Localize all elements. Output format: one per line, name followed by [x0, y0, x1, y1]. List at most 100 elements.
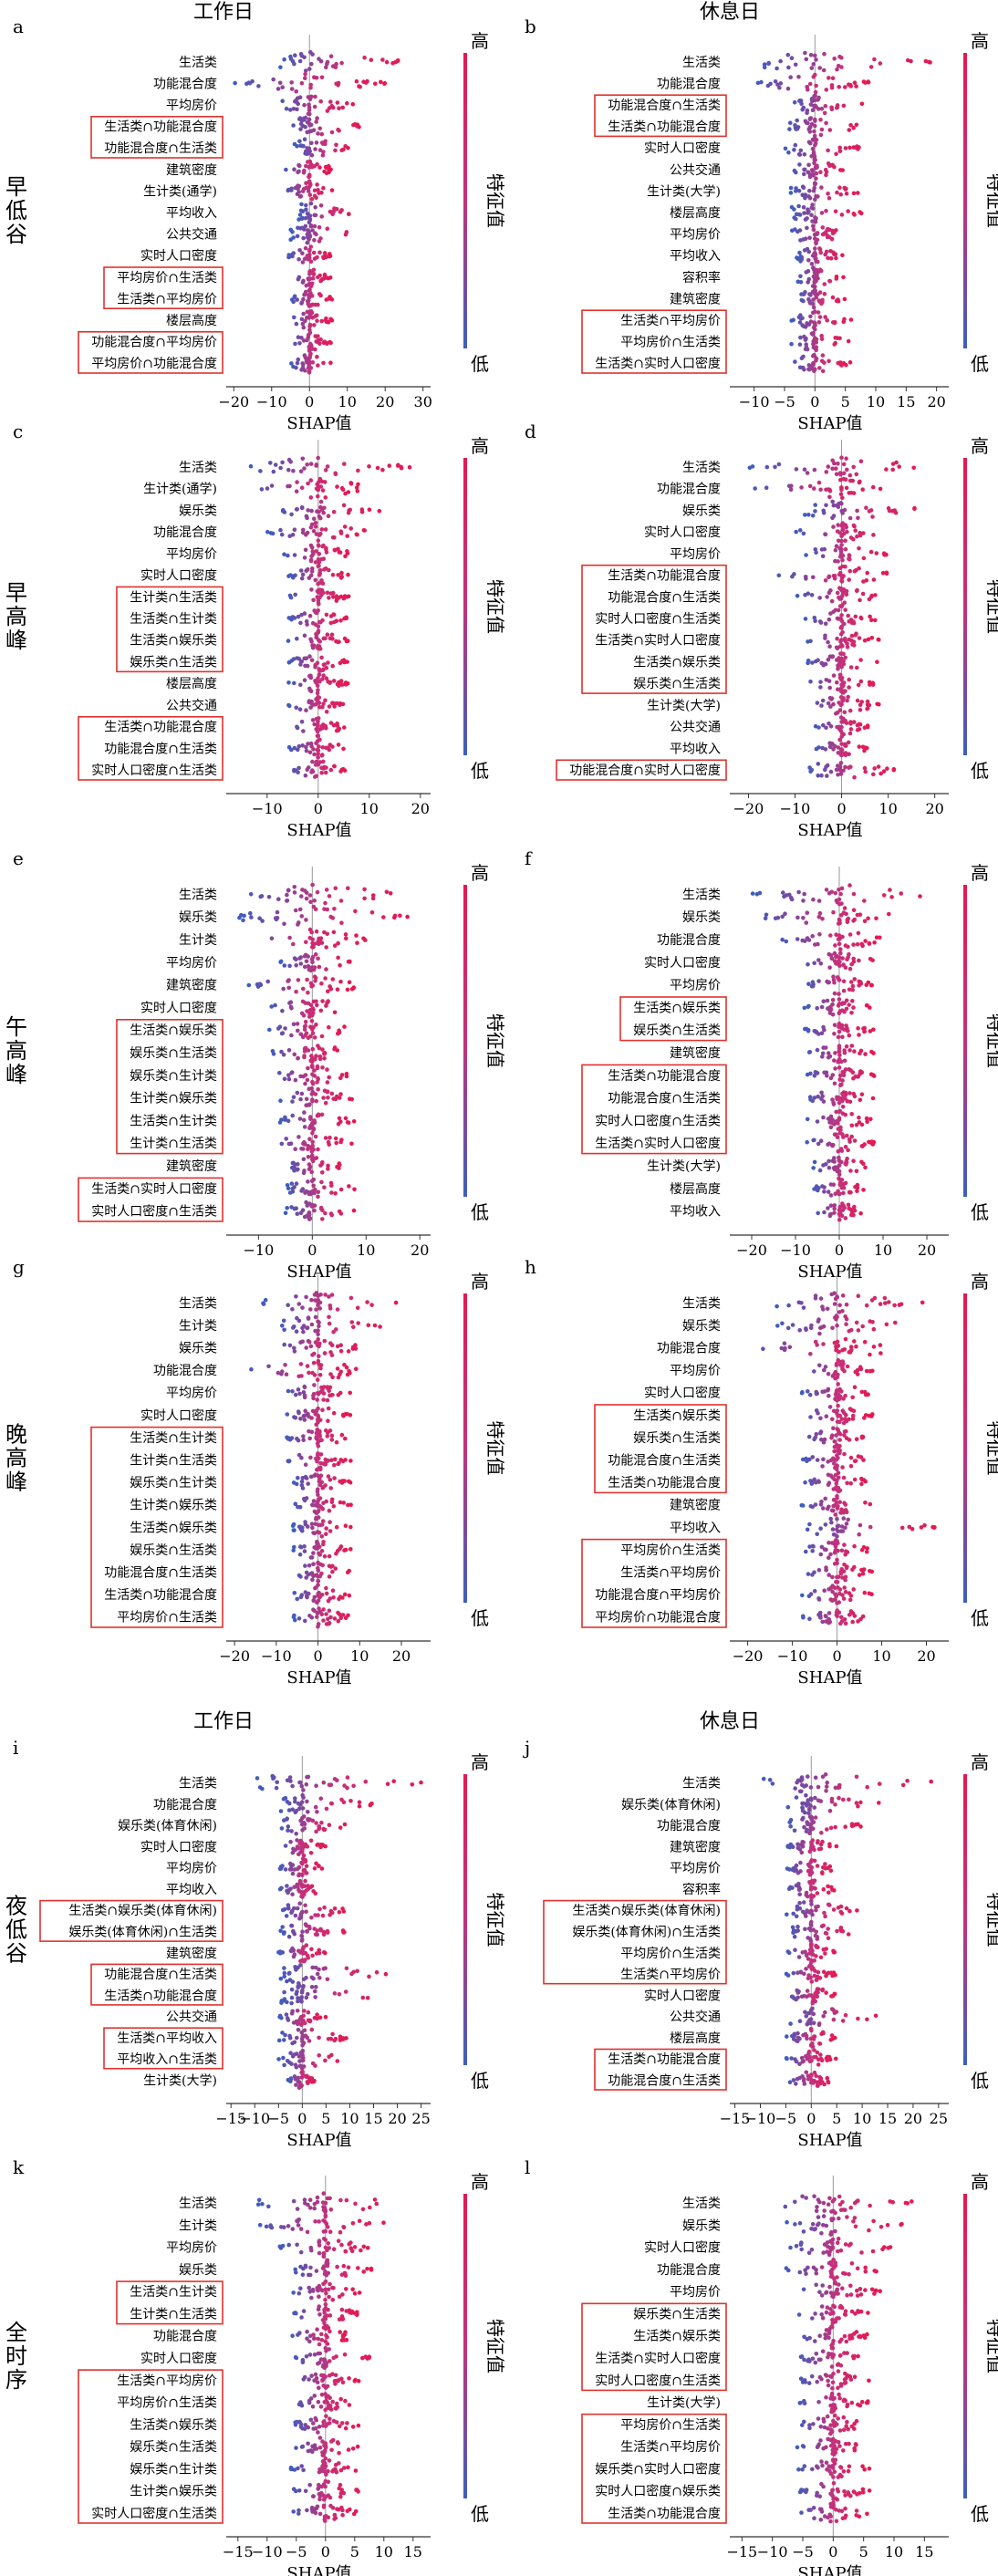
shap-point [803, 325, 808, 329]
beeswarm-row [290, 1515, 353, 1539]
shap-point [320, 618, 325, 623]
shap-point [285, 2000, 289, 2005]
shap-point [311, 1562, 316, 1567]
shap-point [314, 76, 319, 80]
shap-point [839, 724, 844, 730]
shap-point [826, 701, 831, 706]
shap-point [286, 1459, 292, 1464]
shap-point [301, 729, 306, 733]
shap-point [812, 467, 817, 473]
shap-point [286, 639, 291, 643]
shap-point [833, 1051, 837, 1055]
shap-point [820, 1051, 826, 1056]
shap-point [801, 1305, 806, 1310]
shap-point [309, 94, 314, 99]
shap-point [390, 60, 395, 66]
shap-point [247, 80, 253, 86]
shap-point [833, 1191, 838, 1196]
shap-point [813, 197, 817, 202]
shap-point [815, 1343, 819, 1347]
shap-point [821, 1163, 826, 1168]
shap-point [832, 1503, 837, 1508]
shap-point [328, 2036, 334, 2041]
shap-point [302, 1418, 307, 1422]
shap-point [307, 146, 312, 151]
feature-label: 平均收入 [670, 1205, 721, 1220]
shap-point [845, 641, 849, 646]
shap-point [840, 1359, 845, 1364]
shap-point [324, 1526, 329, 1531]
shap-point [306, 765, 311, 770]
shap-point [410, 1782, 415, 1787]
feature-label: 功能混合度 [153, 1364, 217, 1378]
shap-point [307, 67, 312, 71]
shap-point [321, 1096, 326, 1100]
shap-point [306, 276, 311, 281]
shap-point [857, 1115, 861, 1120]
shap-point [796, 315, 802, 320]
shap-point [821, 68, 826, 73]
shap-point [823, 621, 828, 626]
shap-point [346, 1570, 350, 1574]
shap-point [847, 473, 853, 478]
shap-point [812, 161, 816, 165]
shap-point [310, 1013, 315, 1018]
shap-point [327, 1314, 331, 1320]
shap-point [338, 1390, 343, 1396]
shap-point [302, 954, 307, 959]
shap-point [860, 744, 866, 750]
shap-point [294, 989, 298, 994]
shap-point [850, 1395, 855, 1400]
shap-point [840, 1529, 846, 1533]
shap-point [303, 1408, 308, 1413]
shap-point [823, 1496, 827, 1501]
shap-point [322, 1088, 327, 1093]
shap-point [316, 1189, 321, 1195]
shap-point [316, 1624, 320, 1629]
shap-point [842, 317, 847, 322]
shap-point [293, 1796, 297, 1801]
shap-point [847, 1067, 851, 1072]
shap-point [241, 918, 245, 923]
feature-label: 生活类∩功能混合度 [608, 120, 721, 135]
shap-point [802, 1005, 807, 1011]
beeswarm-row [804, 543, 889, 564]
shap-point [821, 999, 826, 1003]
shap-point [323, 900, 327, 906]
shap-point [329, 1458, 334, 1462]
shap-point [308, 478, 314, 483]
shap-point [835, 1574, 839, 1580]
shap-point [312, 188, 317, 193]
feature-label: 平均房价∩功能混合度 [91, 357, 217, 371]
beeswarm-row [291, 115, 361, 137]
shap-point [314, 119, 319, 124]
shap-point [797, 99, 803, 103]
shap-point [290, 1189, 296, 1194]
shap-point [826, 639, 830, 645]
shap-point [338, 1187, 344, 1192]
interaction-highlight-box [581, 1538, 727, 1628]
shap-point [821, 1457, 826, 1462]
shap-point [309, 152, 315, 158]
shap-point [292, 1906, 296, 1911]
shap-point [316, 1337, 321, 1342]
shap-point [296, 1573, 302, 1578]
shap-point [315, 1468, 319, 1472]
shap-point [327, 1294, 331, 1299]
shap-point [310, 759, 315, 764]
shap-point [333, 1096, 338, 1102]
shap-point [922, 1522, 927, 1528]
shap-point [846, 955, 850, 960]
shap-point [337, 550, 342, 555]
shap-point [324, 945, 329, 950]
shap-point [310, 1031, 316, 1035]
shap-point [301, 1868, 307, 1873]
shap-point [305, 1364, 310, 1368]
shap-point [316, 676, 320, 680]
feature-label: 功能混合度∩生活类 [608, 590, 721, 605]
shap-point [881, 769, 887, 774]
shap-point [817, 932, 822, 937]
shap-point [313, 347, 317, 352]
shap-point [861, 1188, 866, 1192]
shap-point [296, 1616, 302, 1621]
